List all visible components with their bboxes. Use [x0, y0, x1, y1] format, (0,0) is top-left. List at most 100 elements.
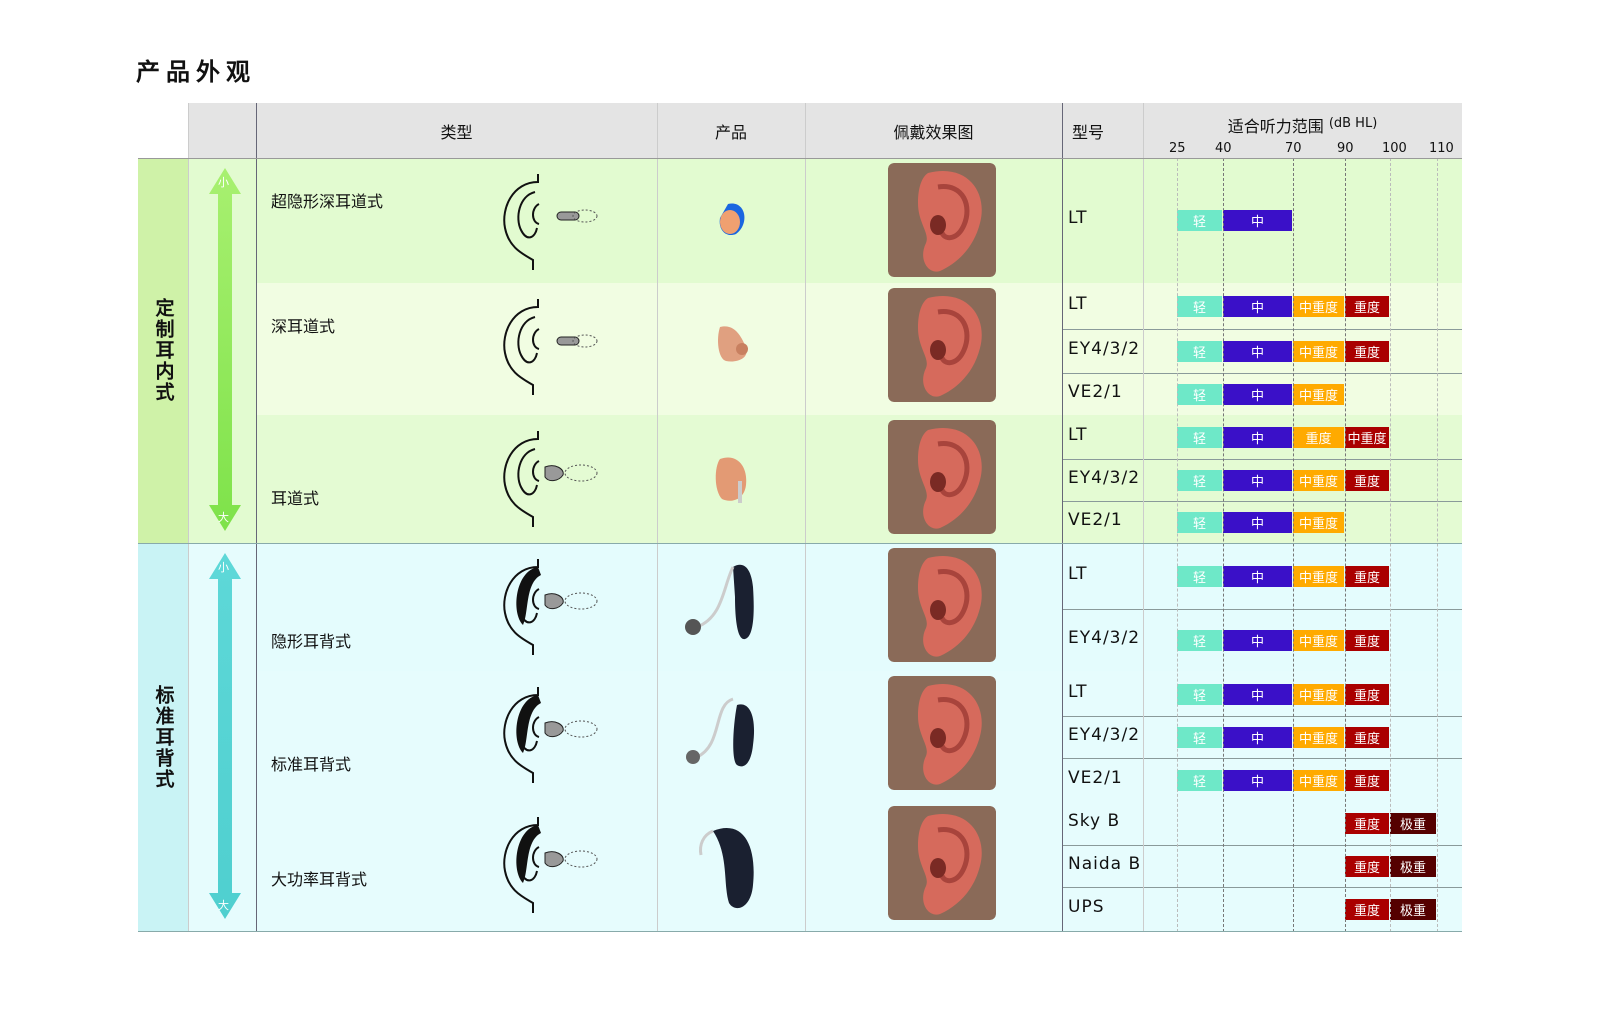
- model-name: LT: [1068, 681, 1088, 702]
- wearing-photo: [888, 676, 996, 790]
- sub-row-divider: [1062, 329, 1462, 330]
- group-label: 标准耳背式: [152, 684, 175, 790]
- range-bar: 中重度: [1293, 683, 1344, 705]
- header-type: 类型: [256, 103, 657, 158]
- product-image: [706, 451, 756, 515]
- table-bottom: [138, 931, 1462, 932]
- ear-diagram-icon: [493, 681, 603, 790]
- range-bar: 重度: [1293, 427, 1344, 448]
- group-label-cell: [138, 158, 188, 543]
- range-bar: 轻: [1177, 727, 1222, 748]
- range-bar: 中: [1223, 727, 1292, 748]
- size-arrow-icon: [208, 553, 242, 919]
- header-wearing: 佩戴效果图: [805, 103, 1062, 158]
- sub-row-divider: [1062, 459, 1462, 460]
- range-tick: 25: [1169, 141, 1186, 156]
- range-tick: 110: [1429, 141, 1454, 156]
- range-bar: 轻: [1177, 341, 1222, 362]
- type-row: [256, 543, 1462, 671]
- model-name: VE2/1: [1068, 382, 1123, 402]
- range-bar: 轻: [1177, 210, 1222, 231]
- size-arrow-icon: [208, 168, 242, 531]
- product-image: [706, 194, 756, 248]
- group-label-box: 定制耳内式: [138, 158, 188, 543]
- range-bar: 中重度: [1293, 296, 1344, 317]
- group-label-cell: [138, 543, 188, 931]
- header-model: 型号: [1062, 103, 1143, 158]
- arrow-label-large: 大: [218, 511, 229, 524]
- sub-row-divider: [1062, 716, 1462, 717]
- range-bar: 重度: [1345, 296, 1389, 317]
- group-divider: [138, 543, 1462, 544]
- model-name: EY4/3/2: [1068, 468, 1141, 488]
- range-bar: 中重度: [1293, 727, 1344, 748]
- sub-row-divider: [1062, 373, 1462, 374]
- range-bar: 极重: [1390, 813, 1436, 834]
- range-gridline: [1345, 158, 1346, 932]
- header-range-unit: (dB HL): [1328, 116, 1378, 131]
- range-bar: 重度: [1345, 899, 1389, 920]
- wearing-photo: [888, 288, 996, 402]
- sub-row-divider: [1062, 887, 1462, 888]
- range-tick: 70: [1285, 141, 1302, 156]
- wearing-photo: [888, 806, 996, 920]
- ear-diagram-icon: [493, 293, 603, 402]
- arrow-label-small: 小: [218, 176, 229, 189]
- column-divider: [657, 103, 658, 932]
- range-bar: 中重度: [1345, 427, 1389, 448]
- sub-row-divider: [1062, 609, 1462, 610]
- model-name: LT: [1068, 294, 1088, 314]
- type-name: 深耳道式: [271, 317, 336, 336]
- model-name: EY4/3/2: [1068, 725, 1141, 745]
- range-bar: 重度: [1345, 683, 1389, 705]
- range-bar: 中重度: [1293, 630, 1344, 651]
- page-title: 产品外观: [136, 58, 256, 86]
- model-name: VE2/1: [1068, 767, 1123, 788]
- range-bar: 重度: [1345, 630, 1389, 651]
- range-bar: 重度: [1345, 856, 1389, 877]
- range-gridline: [1437, 158, 1438, 932]
- column-divider: [805, 103, 806, 932]
- range-bar: 重度: [1345, 727, 1389, 748]
- wearing-photo: [888, 420, 996, 534]
- header-product: 产品: [657, 103, 805, 158]
- range-tick: 90: [1337, 141, 1354, 156]
- product-image: [673, 685, 773, 779]
- type-name: 大功率耳背式: [271, 870, 368, 889]
- column-divider: [1062, 103, 1063, 932]
- range-bar: 轻: [1177, 566, 1222, 587]
- range-bar: 极重: [1390, 899, 1436, 920]
- range-bar: 中重度: [1293, 566, 1344, 587]
- model-name: Naida B: [1068, 854, 1142, 874]
- range-gridline: [1293, 158, 1294, 932]
- type-row: [256, 801, 1462, 931]
- group-label-box: 标准耳背式: [138, 543, 188, 931]
- product-image: [673, 815, 773, 919]
- sub-row-divider: [1062, 845, 1462, 846]
- model-name: VE2/1: [1068, 510, 1123, 530]
- type-name: 耳道式: [271, 489, 320, 508]
- range-bar: 轻: [1177, 427, 1222, 448]
- product-image: [673, 557, 773, 651]
- header-range: 适合听力范围 (dB HL): [1143, 103, 1462, 158]
- header-blank: [188, 103, 256, 158]
- column-divider: [256, 103, 257, 932]
- range-bar: 重度: [1345, 341, 1389, 362]
- range-bar: 中: [1223, 683, 1292, 705]
- sub-row-divider: [1062, 501, 1462, 502]
- ear-diagram-icon: [493, 811, 603, 920]
- range-bar: 重度: [1345, 769, 1389, 791]
- range-bar: 中重度: [1293, 470, 1344, 491]
- range-bar: 中重度: [1293, 384, 1344, 405]
- range-bar: 轻: [1177, 296, 1222, 317]
- arrow-label-small: 小: [218, 561, 229, 574]
- range-gridline: [1223, 158, 1224, 932]
- range-bar: 重度: [1345, 470, 1389, 491]
- range-bar: 重度: [1345, 566, 1389, 587]
- range-bar: 轻: [1177, 630, 1222, 651]
- type-name: 超隐形深耳道式: [271, 192, 384, 211]
- model-name: LT: [1068, 564, 1088, 584]
- ear-diagram-icon: [493, 553, 603, 662]
- range-bar: 中: [1223, 566, 1292, 587]
- column-divider: [188, 103, 189, 932]
